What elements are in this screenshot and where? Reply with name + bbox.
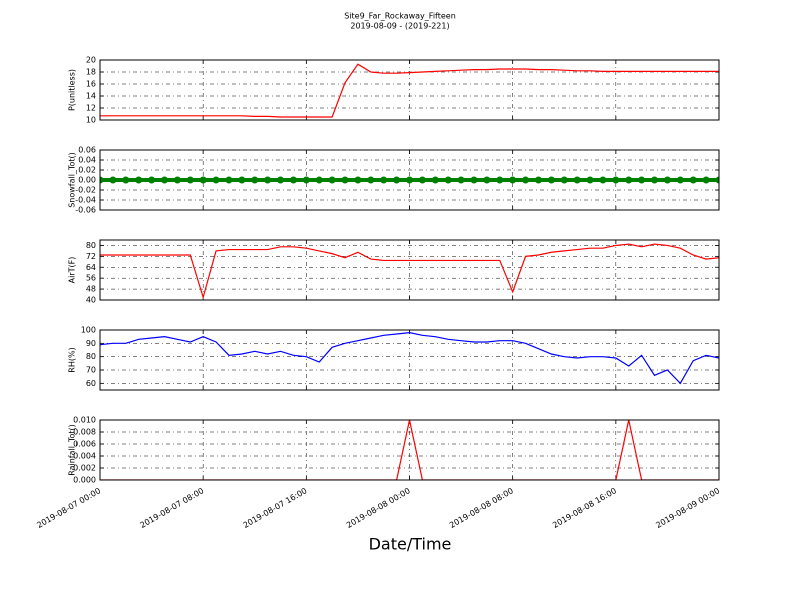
data-line (100, 63, 719, 118)
y-tick-label: 64 (86, 263, 96, 272)
y-tick-label: 16 (86, 80, 96, 89)
y-axis-label: Rainfall_Tot() (68, 424, 77, 476)
plot-area (100, 63, 719, 118)
y-tick-label: -0.02 (75, 186, 96, 195)
y-tick-label: 70 (86, 366, 96, 375)
y-tick-label: 0.006 (73, 440, 96, 449)
data-line (100, 243, 719, 300)
axes-frame (99, 419, 720, 481)
axes-frame (99, 239, 720, 301)
y-tick-label: 10 (86, 116, 96, 125)
y-tick-label: 14 (86, 92, 96, 101)
x-axis-label: Date/Time (369, 535, 452, 554)
axes-frame (99, 59, 720, 121)
y-tick-label: 0.02 (78, 166, 96, 175)
y-tick-label: 0.008 (73, 428, 96, 437)
y-tick-label: 0.04 (78, 156, 96, 165)
y-tick-label: 56 (86, 274, 96, 283)
y-tick-label: 20 (86, 56, 96, 65)
axes-frame (99, 149, 720, 211)
plot-area (100, 243, 719, 300)
y-tick-label: 60 (86, 379, 96, 388)
y-tick-label: -0.04 (75, 196, 96, 205)
y-tick-label: 100 (81, 326, 96, 335)
y-tick-label: 72 (86, 252, 96, 261)
y-tick-label: 12 (86, 104, 96, 113)
figure-title: Site9_Far_Rockaway_Fifteen (344, 12, 456, 21)
plot-area (100, 176, 719, 184)
y-tick-label: 18 (86, 68, 96, 77)
y-tick-label: 0.002 (73, 464, 96, 473)
y-tick-label: 0.06 (78, 146, 96, 155)
y-tick-label: -0.06 (75, 206, 96, 215)
y-tick-label: 80 (86, 352, 96, 361)
y-axis-label: AirT(F) (68, 257, 77, 284)
plot-area (100, 332, 719, 385)
y-tick-label: 0.00 (78, 176, 96, 185)
y-tick-label: 0.004 (73, 452, 96, 461)
y-tick-label: 0.010 (73, 416, 96, 425)
axes-frame (99, 329, 720, 391)
y-tick-label: 90 (86, 339, 96, 348)
figure-subtitle: 2019-08-09 - (2019-221) (350, 22, 449, 31)
y-axis-label: Snowfall_Tot() (68, 152, 77, 208)
y-axis-label: P(unitless) (68, 69, 77, 111)
y-tick-label: 80 (86, 241, 96, 250)
y-axis-label: RH(%) (68, 347, 77, 372)
y-tick-label: 0.000 (73, 476, 96, 485)
data-line (100, 332, 719, 385)
y-tick-label: 40 (86, 296, 96, 305)
y-tick-label: 48 (86, 285, 96, 294)
